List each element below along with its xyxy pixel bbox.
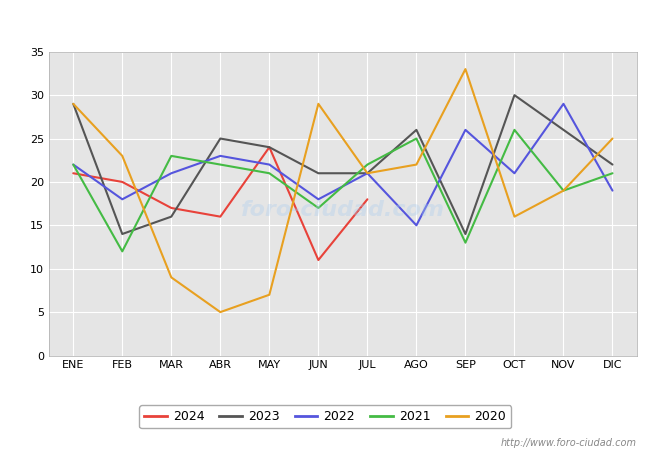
- Text: Matriculaciones de Vehiculos en Coria: Matriculaciones de Vehiculos en Coria: [168, 14, 482, 33]
- Text: foro-ciudad.com: foro-ciudad.com: [241, 200, 445, 220]
- Text: http://www.foro-ciudad.com: http://www.foro-ciudad.com: [501, 438, 637, 448]
- Legend: 2024, 2023, 2022, 2021, 2020: 2024, 2023, 2022, 2021, 2020: [139, 405, 511, 428]
